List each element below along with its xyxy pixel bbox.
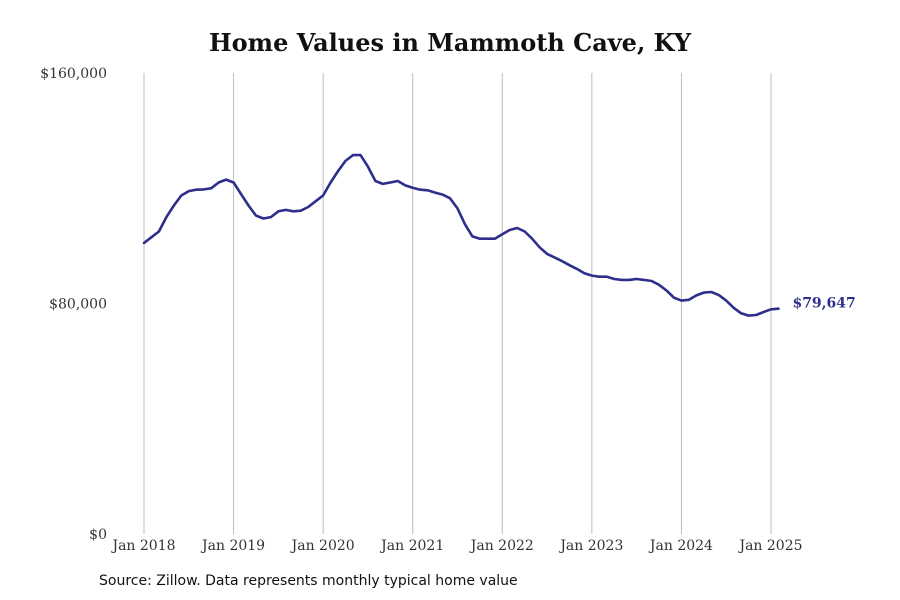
- x-tick-label: Jan 2023: [558, 538, 623, 554]
- x-tick-label: Jan 2025: [737, 538, 802, 554]
- x-tick-label: Jan 2019: [200, 538, 265, 554]
- x-tick-label: Jan 2018: [110, 538, 175, 554]
- x-tick-label: Jan 2020: [290, 538, 355, 554]
- y-tick-label: $160,000: [40, 66, 107, 82]
- chart-title: Home Values in Mammoth Cave, KY: [208, 28, 692, 57]
- x-tick-label: Jan 2022: [469, 538, 534, 554]
- y-tick-label: $0: [89, 527, 107, 543]
- y-tick-label: $80,000: [49, 297, 107, 313]
- x-tick-label: Jan 2021: [379, 538, 444, 554]
- y-axis-tick-labels: $0 $80,000 $160,000: [40, 66, 107, 543]
- grid-lines: [143, 73, 772, 534]
- x-tick-label: Jan 2024: [648, 538, 713, 554]
- x-axis-tick-labels: Jan 2018 Jan 2019 Jan 2020 Jan 2021 Jan 2022…: [110, 538, 802, 554]
- home-value-line: [142, 153, 780, 317]
- end-value-label: $79,647: [792, 296, 855, 312]
- source-note: Source: Zillow. Data represents monthly …: [99, 573, 518, 589]
